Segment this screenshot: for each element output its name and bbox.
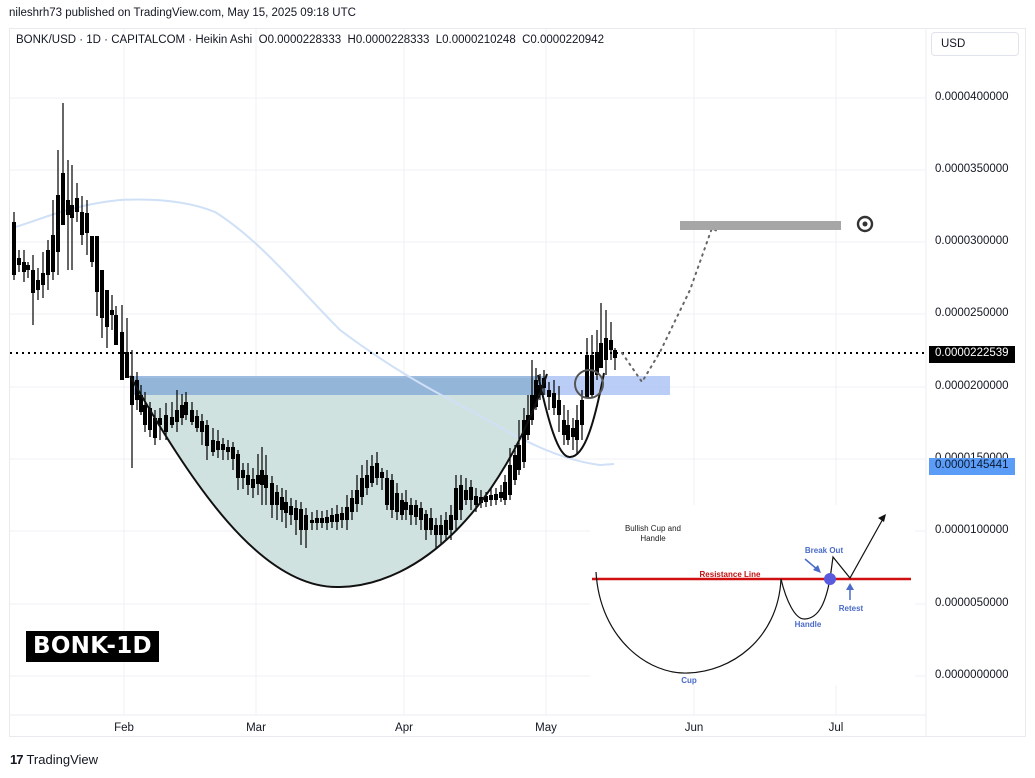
- ohlc-low: L0.0000210248: [435, 34, 516, 46]
- cup-outline: [129, 373, 548, 589]
- inset-arrowhead-icon: [878, 514, 886, 522]
- projection-path: [621, 226, 721, 384]
- cup-handle-inset: Bullish Cup and Handle Resistance Line B…: [590, 505, 915, 685]
- x-tick-label: Mar: [246, 722, 266, 734]
- y-tick-label: 0.0000400000: [935, 91, 1009, 103]
- y-tick-label: 0.0000250000: [935, 307, 1009, 319]
- ohlc-high: H0.0000228333: [347, 34, 430, 46]
- target-zone[interactable]: [680, 221, 841, 230]
- target-icon: [856, 215, 874, 233]
- inset-retest-label: Retest: [839, 604, 864, 613]
- currency-button[interactable]: USD: [931, 32, 1019, 56]
- x-tick-label: Jul: [828, 722, 844, 734]
- inset-breakout-point: [824, 573, 836, 585]
- x-tick-label: Feb: [114, 722, 134, 734]
- y-tick-label: 0.0000350000: [935, 163, 1009, 175]
- inset-cup: [595, 571, 782, 674]
- x-tick-label: May: [535, 722, 557, 734]
- moving-average-tag: 0.0000145441: [929, 458, 1015, 475]
- inset-cup-label: Cup: [681, 676, 697, 685]
- y-tick-label: 0.0000100000: [935, 524, 1009, 536]
- inset-title-1: Bullish Cup and: [625, 524, 681, 533]
- inset-breakout-path: [829, 516, 885, 580]
- y-tick-label: 0.0000050000: [935, 597, 1009, 609]
- handle-outline: [537, 372, 605, 458]
- inset-resistance-label: Resistance Line: [700, 570, 761, 579]
- tradingview-logo-text: TradingView: [26, 752, 99, 767]
- breakout-circle: [574, 369, 604, 399]
- ohlc-open: O0.0000228333: [258, 34, 342, 46]
- inset-title-2: Handle: [640, 534, 666, 543]
- projection-zone[interactable]: [546, 376, 670, 395]
- tradingview-logo-icon: 17: [10, 752, 24, 767]
- last-price-tag: 0.0000222539: [929, 346, 1015, 363]
- moving-average-line: [11, 198, 615, 467]
- y-tick-label: 0.0000300000: [935, 235, 1009, 247]
- inset-breakout-label: Break Out: [805, 546, 844, 555]
- x-tick-label: Jun: [684, 722, 704, 734]
- y-tick-label: 0.0000000000: [935, 669, 1009, 681]
- inset-handle-label: Handle: [795, 620, 822, 629]
- x-tick-label: Apr: [395, 722, 413, 734]
- y-tick-label: 0.0000200000: [935, 380, 1009, 392]
- tradingview-logo[interactable]: 17 TradingView: [10, 752, 98, 767]
- chart-frame: [9, 28, 1026, 737]
- symbol-title: BONK/USD · 1D · CAPITALCOM · Heikin Ashi: [16, 34, 253, 46]
- publish-line: nileshrh73 published on TradingView.com,…: [9, 7, 356, 19]
- symbol-info: BONK/USD · 1D · CAPITALCOM · Heikin Ashi…: [16, 34, 604, 46]
- symbol-watermark: BONK-1D: [26, 631, 159, 662]
- ohlc-close: C0.0000220942: [522, 34, 604, 46]
- inset-handle: [780, 578, 831, 620]
- resistance-zone[interactable]: [134, 376, 546, 395]
